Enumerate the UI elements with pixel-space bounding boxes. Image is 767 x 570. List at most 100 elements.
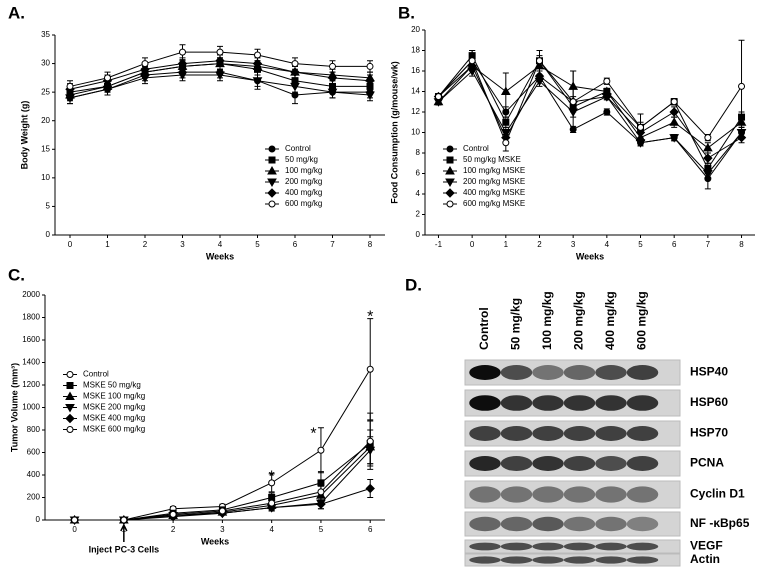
blot-band bbox=[626, 542, 659, 551]
legend-label: Control bbox=[463, 144, 489, 153]
blot-band bbox=[595, 456, 627, 471]
blot-band bbox=[500, 456, 533, 471]
x-tick-label: -1 bbox=[435, 240, 443, 249]
legend-label: MSKE 50 mg/kg bbox=[83, 381, 141, 390]
legend-label: MSKE 100 mg/kg bbox=[83, 392, 145, 401]
legend-label: Control bbox=[285, 144, 311, 153]
marker bbox=[327, 88, 338, 98]
marker bbox=[502, 139, 510, 147]
y-tick-label: 15 bbox=[41, 144, 50, 153]
legend-label: MSKE 400 mg/kg bbox=[83, 414, 145, 423]
marker bbox=[704, 134, 712, 142]
marker bbox=[252, 77, 263, 86]
blot-band bbox=[469, 426, 501, 441]
x-tick-label: 6 bbox=[672, 240, 677, 249]
y-tick-label: 0 bbox=[416, 230, 421, 239]
y-tick-label: 10 bbox=[41, 173, 50, 182]
blot-band bbox=[626, 456, 659, 471]
blot-band bbox=[500, 395, 533, 411]
y-tick-label: 200 bbox=[27, 493, 41, 502]
marker bbox=[602, 91, 612, 102]
significance-star: * bbox=[310, 426, 316, 443]
panel-label: C. bbox=[8, 265, 25, 284]
blot-band bbox=[469, 486, 501, 503]
legend-marker bbox=[267, 188, 277, 198]
marker bbox=[603, 108, 611, 116]
blot-band bbox=[595, 486, 627, 503]
x-tick-label: 5 bbox=[638, 240, 643, 249]
legend-label: 600 mg/kg bbox=[285, 199, 322, 208]
y-tick-label: 30 bbox=[41, 59, 50, 68]
blot-band bbox=[469, 516, 501, 532]
marker bbox=[535, 57, 543, 65]
y-tick-label: 14 bbox=[411, 87, 420, 96]
y-tick-label: 1200 bbox=[22, 380, 40, 389]
x-tick-label: 4 bbox=[218, 240, 223, 249]
blot-band bbox=[626, 395, 659, 411]
lane-label: 600 mg/kg bbox=[635, 291, 649, 350]
legend-label: 400 mg/kg bbox=[285, 188, 322, 197]
y-tick-label: 0 bbox=[46, 230, 51, 239]
legend-marker bbox=[65, 404, 75, 413]
y-tick-label: 6 bbox=[416, 169, 421, 178]
marker bbox=[268, 479, 276, 487]
blot-band bbox=[500, 556, 533, 564]
blot-band bbox=[595, 395, 627, 411]
blot-band bbox=[532, 365, 564, 380]
blot-band bbox=[626, 426, 659, 441]
legend-marker bbox=[66, 426, 74, 433]
y-tick-label: 2000 bbox=[22, 290, 40, 299]
marker bbox=[637, 123, 645, 131]
x-tick-label: 3 bbox=[180, 240, 185, 249]
legend-marker bbox=[66, 382, 74, 389]
x-axis-label: Weeks bbox=[201, 536, 229, 546]
legend-label: 200 mg/kg bbox=[285, 177, 322, 186]
x-tick-label: 7 bbox=[330, 240, 335, 249]
protein-label: Actin bbox=[690, 552, 720, 566]
blot-band bbox=[500, 516, 533, 532]
y-tick-label: 8 bbox=[416, 148, 421, 157]
y-tick-label: 25 bbox=[41, 87, 50, 96]
legend-marker bbox=[445, 165, 455, 175]
legend-label: 100 mg/kg MSKE bbox=[463, 166, 525, 175]
x-tick-label: 6 bbox=[293, 240, 298, 249]
marker bbox=[317, 488, 325, 496]
marker bbox=[736, 132, 747, 143]
marker bbox=[329, 62, 336, 70]
x-tick-label: 0 bbox=[470, 240, 475, 249]
x-tick-label: 2 bbox=[171, 525, 176, 534]
marker bbox=[218, 507, 226, 515]
y-tick-label: 2 bbox=[416, 210, 421, 219]
blot-band bbox=[532, 456, 564, 471]
x-tick-label: 7 bbox=[706, 240, 711, 249]
marker bbox=[702, 142, 713, 152]
significance-star: * bbox=[367, 309, 373, 326]
legend-marker bbox=[268, 145, 276, 153]
marker bbox=[216, 48, 224, 56]
marker bbox=[252, 58, 263, 69]
lane-label: 100 mg/kg bbox=[540, 291, 554, 350]
y-tick-label: 1400 bbox=[22, 358, 40, 367]
marker bbox=[316, 499, 326, 509]
marker bbox=[534, 71, 545, 81]
legend-label: 400 mg/kg MSKE bbox=[463, 188, 525, 197]
legend-marker bbox=[268, 200, 276, 208]
legend-marker bbox=[445, 178, 455, 188]
marker bbox=[71, 516, 79, 524]
legend-marker bbox=[268, 156, 276, 164]
marker bbox=[434, 93, 442, 101]
marker bbox=[215, 71, 225, 81]
marker bbox=[317, 446, 325, 454]
blot-band bbox=[469, 365, 501, 380]
lane-label: 50 mg/kg bbox=[509, 298, 523, 350]
y-tick-label: 5 bbox=[46, 202, 51, 211]
x-tick-label: 5 bbox=[255, 240, 260, 249]
significance-star: * bbox=[269, 468, 275, 485]
legend-label: 50 mg/kg bbox=[285, 155, 318, 164]
x-tick-label: 2 bbox=[143, 240, 148, 249]
x-tick-label: 4 bbox=[269, 525, 274, 534]
marker bbox=[702, 170, 713, 179]
y-tick-label: 600 bbox=[27, 448, 41, 457]
legend-label: 200 mg/kg MSKE bbox=[463, 177, 525, 186]
blot-band bbox=[469, 456, 501, 471]
